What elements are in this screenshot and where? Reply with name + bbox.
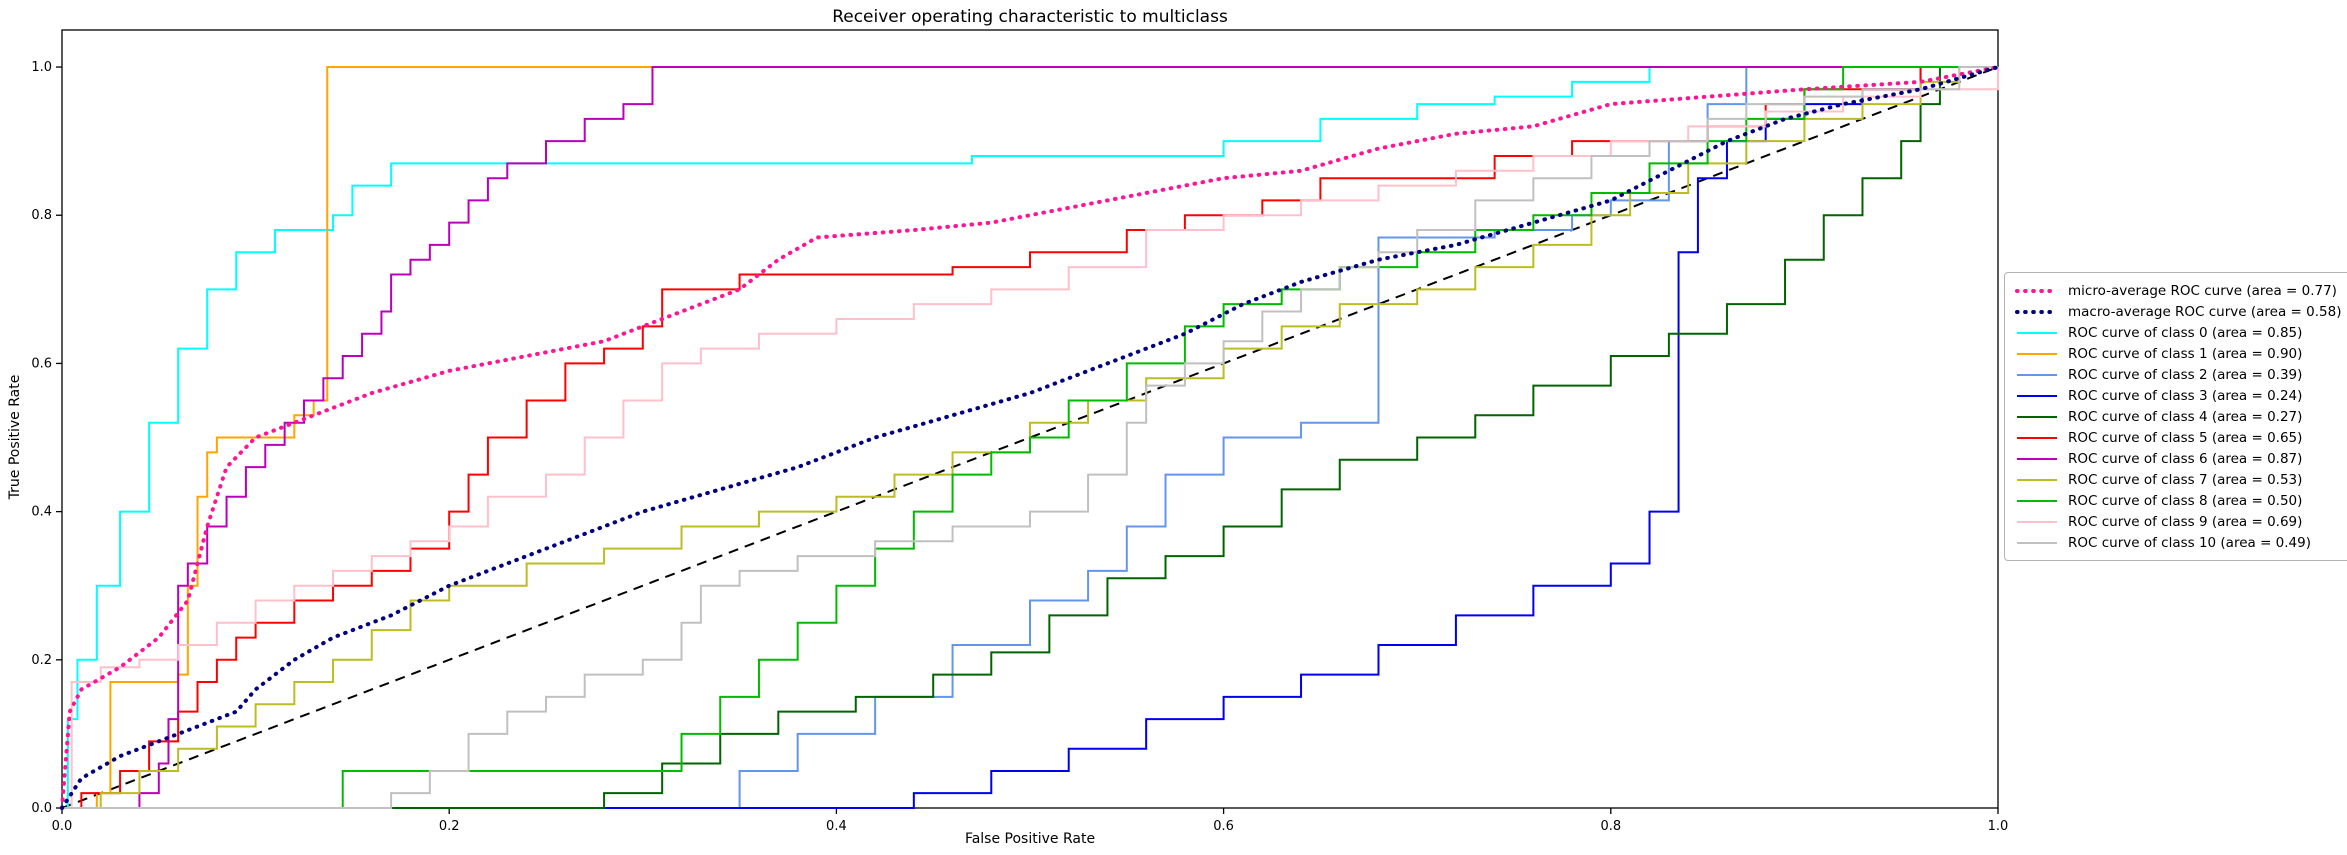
y-tick-label: 0.6 [31, 356, 52, 371]
legend-item: ROC curve of class 9 (area = 0.69) [2015, 511, 2341, 532]
legend-label: ROC curve of class 3 (area = 0.24) [2068, 387, 2303, 404]
legend-item: ROC curve of class 6 (area = 0.87) [2015, 448, 2341, 469]
x-axis-label: False Positive Rate [964, 831, 1096, 847]
legend-label: ROC curve of class 1 (area = 0.90) [2068, 345, 2303, 362]
legend-line-sample [2015, 288, 2059, 293]
legend-line-sample [2017, 373, 2057, 376]
plot-border [61, 29, 1999, 809]
legend-item: micro-average ROC curve (area = 0.77) [2015, 280, 2341, 301]
roc-curve-roc-curve-of-class-0-area-0-85- [62, 66, 1998, 809]
x-tick-label: 0.8 [1600, 819, 1621, 834]
legend-label: macro-average ROC curve (area = 0.58) [2068, 303, 2342, 320]
legend-label: ROC curve of class 0 (area = 0.85) [2068, 324, 2303, 341]
roc-curve-macro-average-roc-curve-area-0-58- [60, 65, 2000, 810]
y-tick-label: 1.0 [31, 60, 52, 75]
legend-line-sample [2017, 457, 2057, 460]
x-tick-label: 0.2 [439, 819, 460, 834]
roc-curve-micro-average-roc-curve-area-0-77- [60, 65, 2000, 810]
legend-item: ROC curve of class 1 (area = 0.90) [2015, 343, 2341, 364]
roc-curve-roc-curve-of-class-2-area-0-39- [62, 66, 1998, 809]
x-tick-label: 0.0 [52, 819, 73, 834]
legend-label: ROC curve of class 9 (area = 0.69) [2068, 513, 2303, 530]
x-tick-label: 0.6 [1213, 819, 1234, 834]
roc-curve-roc-curve-of-class-9-area-0-69- [62, 67, 1999, 809]
legend-line-sample [2017, 541, 2057, 544]
legend-line-sample [2017, 478, 2057, 481]
legend-line-sample [2017, 352, 2057, 355]
legend-line-sample [2017, 436, 2057, 439]
roc-curve-roc-curve-of-class-10-area-0-49- [62, 66, 1998, 809]
legend-label: ROC curve of class 6 (area = 0.87) [2068, 450, 2303, 467]
roc-curve-roc-curve-of-class-5-area-0-65- [62, 66, 1998, 809]
legend-label: ROC curve of class 5 (area = 0.65) [2068, 429, 2303, 446]
legend-line-sample [2015, 309, 2059, 314]
chart-title: Receiver operating characteristic to mul… [832, 7, 1228, 27]
roc-curve-roc-curve-of-class-8-area-0-50- [62, 66, 1998, 809]
legend-label: ROC curve of class 7 (area = 0.53) [2068, 471, 2303, 488]
x-tick-label: 0.4 [826, 819, 847, 834]
legend-label: ROC curve of class 10 (area = 0.49) [2068, 534, 2312, 551]
legend-item: ROC curve of class 4 (area = 0.27) [2015, 406, 2341, 427]
y-axis-label: True Positive Rate [7, 374, 23, 500]
legend-line-sample [2017, 520, 2057, 523]
legend-line-sample [2017, 415, 2057, 418]
chance-diagonal [61, 66, 1999, 809]
legend-item: macro-average ROC curve (area = 0.58) [2015, 301, 2341, 322]
legend-item: ROC curve of class 5 (area = 0.65) [2015, 427, 2341, 448]
legend-label: ROC curve of class 2 (area = 0.39) [2068, 366, 2303, 383]
legend-item: ROC curve of class 2 (area = 0.39) [2015, 364, 2341, 385]
legend-item: ROC curve of class 7 (area = 0.53) [2015, 469, 2341, 490]
legend-line-sample [2017, 394, 2057, 397]
legend: micro-average ROC curve (area = 0.77) mac… [2004, 272, 2347, 561]
x-tick-label: 1.0 [1988, 819, 2009, 834]
roc-curve-roc-curve-of-class-6-area-0-87- [62, 66, 1998, 809]
y-tick-label: 0.8 [31, 208, 52, 223]
legend-line-sample [2017, 331, 2057, 334]
y-tick-label: 0.2 [31, 653, 52, 668]
legend-label: ROC curve of class 8 (area = 0.50) [2068, 492, 2303, 509]
legend-item: ROC curve of class 8 (area = 0.50) [2015, 490, 2341, 511]
y-tick-label: 0.0 [31, 801, 52, 816]
legend-label: micro-average ROC curve (area = 0.77) [2068, 282, 2337, 299]
roc-curve-roc-curve-of-class-4-area-0-27- [62, 66, 1998, 809]
y-tick-label: 0.4 [31, 505, 52, 520]
legend-item: ROC curve of class 3 (area = 0.24) [2015, 385, 2341, 406]
legend-line-sample [2017, 499, 2057, 502]
legend-item: ROC curve of class 10 (area = 0.49) [2015, 532, 2341, 553]
legend-item: ROC curve of class 0 (area = 0.85) [2015, 322, 2341, 343]
legend-label: ROC curve of class 4 (area = 0.27) [2068, 408, 2303, 425]
roc-curve-roc-curve-of-class-1-area-0-90- [62, 66, 1998, 809]
